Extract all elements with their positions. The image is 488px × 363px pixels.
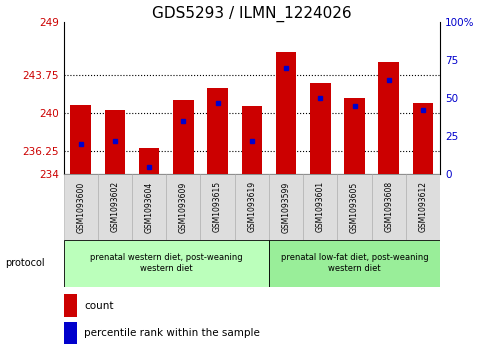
Text: GSM1093604: GSM1093604: [144, 181, 153, 233]
Bar: [104, 110, 125, 174]
Bar: [337, 174, 371, 240]
Bar: [275, 52, 296, 174]
Bar: [412, 103, 432, 174]
Text: percentile rank within the sample: percentile rank within the sample: [84, 328, 260, 338]
Text: prenatal western diet, post-weaning
western diet: prenatal western diet, post-weaning west…: [90, 253, 242, 273]
Text: protocol: protocol: [5, 258, 44, 268]
Text: GSM1093599: GSM1093599: [281, 181, 290, 233]
Bar: [63, 294, 77, 317]
Bar: [63, 322, 77, 344]
Text: GSM1093619: GSM1093619: [247, 182, 256, 232]
Text: count: count: [84, 301, 114, 310]
Bar: [405, 174, 439, 240]
Title: GDS5293 / ILMN_1224026: GDS5293 / ILMN_1224026: [152, 5, 351, 22]
Bar: [371, 174, 405, 240]
Bar: [70, 105, 91, 174]
Bar: [303, 174, 337, 240]
Text: GSM1093605: GSM1093605: [349, 181, 358, 233]
Bar: [268, 240, 439, 287]
Bar: [173, 100, 193, 174]
Bar: [63, 240, 268, 287]
Text: GSM1093601: GSM1093601: [315, 182, 324, 232]
Bar: [378, 62, 398, 174]
Bar: [234, 174, 268, 240]
Text: GSM1093602: GSM1093602: [110, 182, 119, 232]
Bar: [200, 174, 234, 240]
Bar: [132, 174, 166, 240]
Text: GSM1093612: GSM1093612: [418, 182, 427, 232]
Bar: [63, 174, 98, 240]
Text: prenatal low-fat diet, post-weaning
western diet: prenatal low-fat diet, post-weaning west…: [280, 253, 427, 273]
Bar: [309, 83, 330, 174]
Text: GSM1093609: GSM1093609: [179, 181, 187, 233]
Text: GSM1093615: GSM1093615: [213, 182, 222, 232]
Bar: [207, 88, 227, 174]
Text: GSM1093600: GSM1093600: [76, 181, 85, 233]
Bar: [241, 106, 262, 174]
Bar: [166, 174, 200, 240]
Text: GSM1093608: GSM1093608: [384, 182, 392, 232]
Bar: [98, 174, 132, 240]
Bar: [344, 98, 364, 174]
Bar: [268, 174, 303, 240]
Bar: [139, 148, 159, 174]
